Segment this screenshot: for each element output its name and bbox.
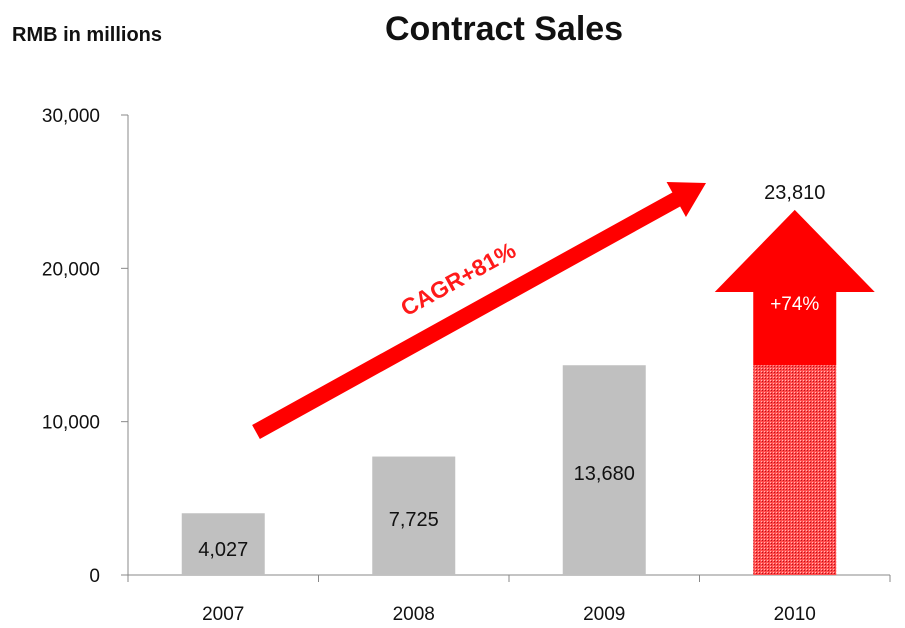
- cagr-label: CAGR+81%: [396, 237, 520, 321]
- chart-title: Contract Sales: [385, 10, 624, 48]
- bar-2008: [372, 456, 456, 575]
- data-label-2010: 23,810: [764, 182, 825, 204]
- data-label-2008: 7,725: [389, 509, 439, 531]
- bar-2007: [181, 513, 265, 575]
- x-tick-label: 2008: [393, 604, 435, 625]
- cagr-arrow-group: [252, 181, 707, 439]
- bar-2009: [562, 365, 646, 575]
- x-tick-label: 2010: [774, 604, 816, 625]
- y-tick-label: 30,000: [42, 106, 100, 127]
- bar-2010: [753, 365, 837, 575]
- data-label-2007: 4,027: [198, 539, 248, 561]
- x-tick-label: 2007: [202, 604, 244, 625]
- data-label-2009: 13,680: [574, 463, 635, 485]
- growth-label: +74%: [770, 294, 819, 315]
- y-tick-label: 10,000: [42, 413, 100, 434]
- cagr-arrow: [252, 181, 707, 439]
- x-tick-label: 2009: [583, 604, 625, 625]
- unit-label: RMB in millions: [12, 24, 162, 46]
- y-tick-label: 0: [89, 566, 100, 587]
- growth-arrow: [714, 209, 875, 366]
- y-tick-label: 20,000: [42, 259, 100, 280]
